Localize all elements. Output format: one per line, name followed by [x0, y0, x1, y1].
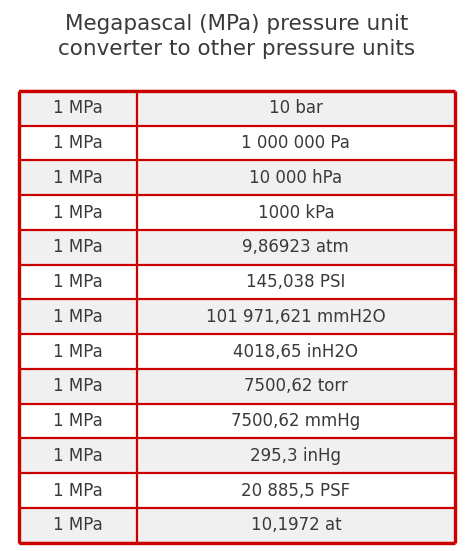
Text: 7500,62 torr: 7500,62 torr	[244, 377, 348, 395]
Bar	[19, 473, 455, 508]
Text: 20 885,5 PSF: 20 885,5 PSF	[241, 482, 350, 500]
Text: 1 MPa: 1 MPa	[53, 99, 103, 117]
Text: 1000 kPa: 1000 kPa	[257, 203, 334, 222]
Bar	[19, 369, 455, 404]
Text: 1 MPa: 1 MPa	[53, 134, 103, 152]
Text: 4018,65 inH2O: 4018,65 inH2O	[233, 343, 358, 360]
Bar	[19, 91, 455, 126]
Text: 10 000 hPa: 10 000 hPa	[249, 169, 342, 187]
Text: 295,3 inHg: 295,3 inHg	[250, 447, 341, 465]
Text: 1 MPa: 1 MPa	[53, 412, 103, 430]
Bar	[19, 230, 455, 264]
Text: 10,1972 at: 10,1972 at	[251, 516, 341, 534]
Text: 101 971,621 mmH2O: 101 971,621 mmH2O	[206, 308, 386, 326]
Bar	[19, 334, 455, 369]
Text: 10 bar: 10 bar	[269, 99, 323, 117]
Text: 1 MPa: 1 MPa	[53, 377, 103, 395]
Text: 1 MPa: 1 MPa	[53, 516, 103, 534]
Text: 1 MPa: 1 MPa	[53, 447, 103, 465]
Text: 1 MPa: 1 MPa	[53, 239, 103, 256]
Bar	[19, 195, 455, 230]
Text: 145,038 PSI: 145,038 PSI	[246, 273, 346, 291]
Text: 9,86923 atm: 9,86923 atm	[243, 239, 349, 256]
Text: Megapascal (MPa) pressure unit
converter to other pressure units: Megapascal (MPa) pressure unit converter…	[58, 14, 416, 60]
Text: 1 MPa: 1 MPa	[53, 203, 103, 222]
Text: 1 MPa: 1 MPa	[53, 169, 103, 187]
Text: 7500,62 mmHg: 7500,62 mmHg	[231, 412, 361, 430]
Text: 1 MPa: 1 MPa	[53, 343, 103, 360]
Bar	[19, 439, 455, 473]
Text: 1 000 000 Pa: 1 000 000 Pa	[241, 134, 350, 152]
Bar	[19, 508, 455, 543]
Text: 1 MPa: 1 MPa	[53, 482, 103, 500]
Bar	[19, 160, 455, 195]
Text: 1 MPa: 1 MPa	[53, 308, 103, 326]
Text: 1 MPa: 1 MPa	[53, 273, 103, 291]
Bar	[19, 126, 455, 160]
Bar	[19, 264, 455, 299]
Bar	[19, 404, 455, 439]
Bar	[19, 299, 455, 334]
